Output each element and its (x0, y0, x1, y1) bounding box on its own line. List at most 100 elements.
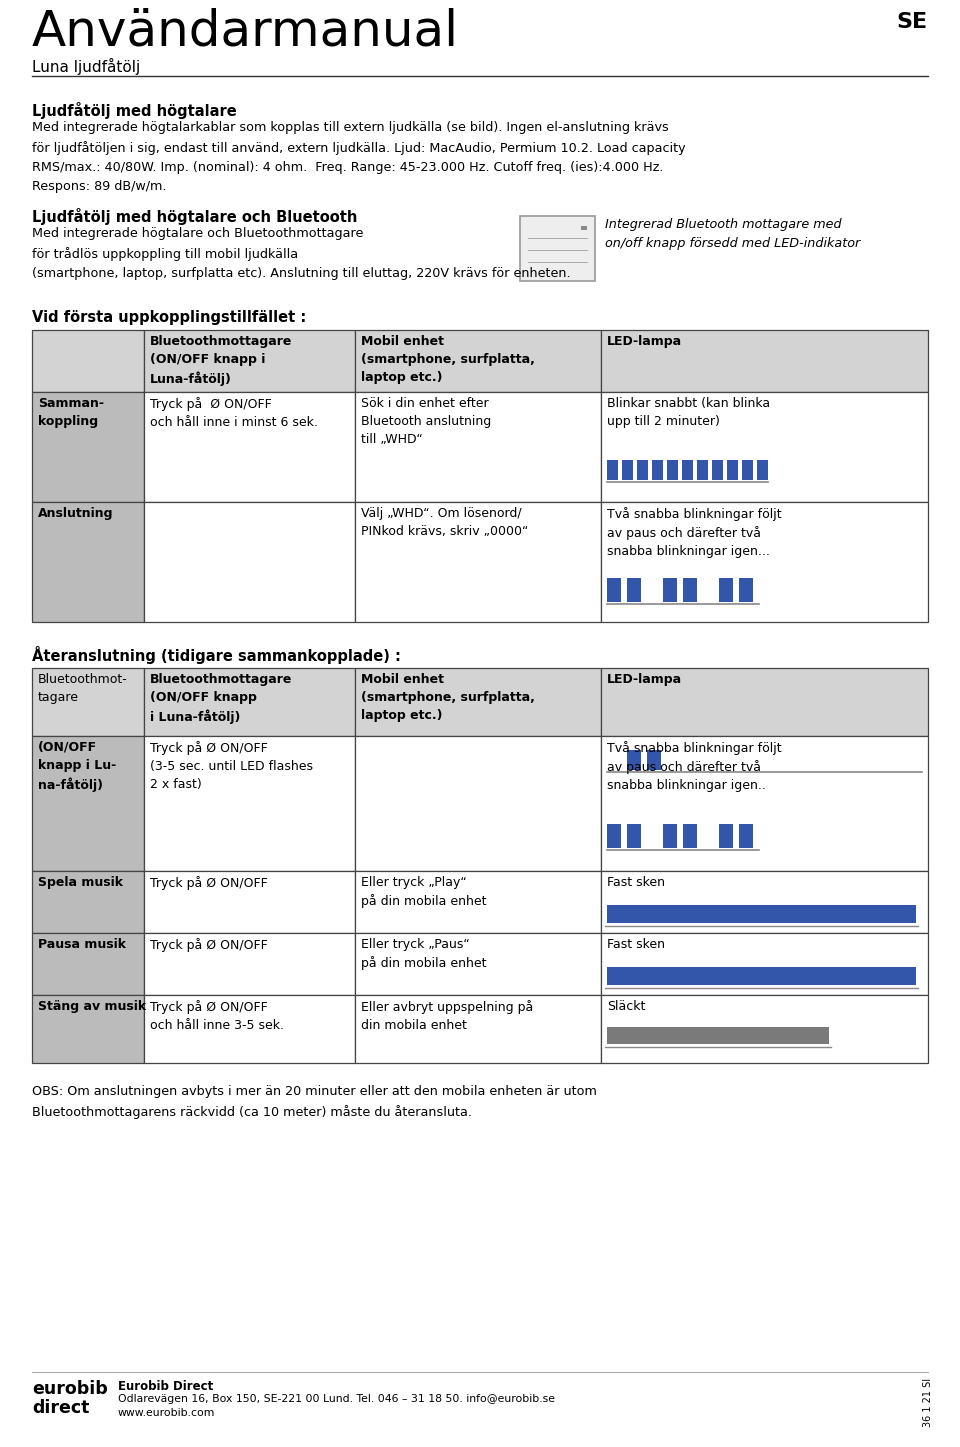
Text: (ON/OFF
knapp i Lu-
na-fåtölj): (ON/OFF knapp i Lu- na-fåtölj) (38, 741, 116, 793)
Bar (652, 460, 663, 480)
Bar (144, 330, 354, 392)
Bar (32, 933, 144, 996)
Text: Stäng av musik: Stäng av musik (38, 1000, 146, 1013)
Bar (354, 330, 601, 392)
Bar (32, 996, 144, 1064)
Bar (32, 502, 144, 622)
Bar (144, 392, 354, 502)
Bar (727, 460, 738, 480)
Text: Tryck på Ø ON/OFF
(3-5 sec. until LED flashes
2 x fast): Tryck på Ø ON/OFF (3-5 sec. until LED fl… (150, 741, 313, 792)
Text: Mobil enhet
(smartphone, surfplatta,
laptop etc.): Mobil enhet (smartphone, surfplatta, lap… (361, 336, 535, 383)
Bar (144, 933, 354, 996)
Bar (719, 577, 733, 602)
Text: OBS: Om anslutningen avbyts i mer än 20 minuter eller att den mobila enheten är : OBS: Om anslutningen avbyts i mer än 20 … (32, 1085, 597, 1119)
Bar (32, 392, 144, 502)
Bar (32, 330, 144, 392)
Bar (607, 460, 618, 480)
Bar (622, 460, 633, 480)
Bar (354, 996, 601, 1064)
Bar (739, 823, 753, 848)
Text: Blinkar snabbt (kan blinka
upp till 2 minuter): Blinkar snabbt (kan blinka upp till 2 mi… (607, 396, 770, 428)
Bar (601, 330, 928, 392)
Text: Bluetoothmottagare
(ON/OFF knapp i
Luna-fåtölj): Bluetoothmottagare (ON/OFF knapp i Luna-… (150, 336, 293, 386)
Text: LED-lampa: LED-lampa (607, 336, 683, 347)
Text: Vid första uppkopplingstillfället :: Vid första uppkopplingstillfället : (32, 310, 306, 326)
Bar (637, 460, 648, 480)
Bar (144, 737, 354, 871)
Text: eurobib: eurobib (32, 1380, 108, 1398)
Bar (601, 933, 928, 996)
Bar (32, 669, 144, 737)
Text: Med integrerade högtalare och Bluetoothmottagare
för trådlös uppkoppling till mo: Med integrerade högtalare och Bluetoothm… (32, 227, 570, 279)
Bar (607, 1027, 829, 1043)
Bar (354, 669, 601, 737)
Bar (354, 392, 601, 502)
Bar (667, 460, 678, 480)
Bar (354, 502, 601, 622)
Bar (739, 577, 753, 602)
Bar (354, 871, 601, 933)
Bar (354, 737, 601, 871)
Text: 36 1 21 SI: 36 1 21 SI (923, 1378, 933, 1427)
Text: Eller avbryt uppspelning på
din mobila enhet: Eller avbryt uppspelning på din mobila e… (361, 1000, 533, 1032)
Bar (683, 577, 697, 602)
Text: Tryck på  Ø ON/OFF
och håll inne i minst 6 sek.: Tryck på Ø ON/OFF och håll inne i minst … (150, 396, 318, 428)
Bar (607, 967, 916, 985)
Text: Bluetoothmot-
tagare: Bluetoothmot- tagare (38, 673, 128, 705)
Text: Integrerad Bluetooth mottagare med
on/off knapp försedd med LED-indikator: Integrerad Bluetooth mottagare med on/of… (605, 218, 860, 250)
Bar (144, 669, 354, 737)
Text: Ljudfåtölj med högtalare: Ljudfåtölj med högtalare (32, 101, 237, 119)
Text: Samman-
koppling: Samman- koppling (38, 396, 104, 428)
Text: Två snabba blinkningar följt
av paus och därefter två
snabba blinkningar igen...: Två snabba blinkningar följt av paus och… (607, 506, 781, 559)
Bar (601, 996, 928, 1064)
Bar (627, 577, 641, 602)
Bar (601, 871, 928, 933)
Bar (712, 460, 723, 480)
Bar (32, 871, 144, 933)
Text: Tryck på Ø ON/OFF: Tryck på Ø ON/OFF (150, 875, 268, 890)
Text: Mobil enhet
(smartphone, surfplatta,
laptop etc.): Mobil enhet (smartphone, surfplatta, lap… (361, 673, 535, 722)
Text: direct: direct (32, 1399, 89, 1417)
Bar (144, 502, 354, 622)
Text: Ljudfåtölj med högtalare och Bluetooth: Ljudfåtölj med högtalare och Bluetooth (32, 208, 357, 224)
Text: Odlarevägen 16, Box 150, SE-221 00 Lund. Tel. 046 – 31 18 50. info@eurobib.se
ww: Odlarevägen 16, Box 150, SE-221 00 Lund.… (118, 1393, 555, 1418)
Text: Luna ljudfåtölj: Luna ljudfåtölj (32, 58, 140, 75)
Text: Bluetoothmottagare
(ON/OFF knapp
i Luna-fåtölj): Bluetoothmottagare (ON/OFF knapp i Luna-… (150, 673, 293, 725)
Text: Användarmanual: Användarmanual (32, 9, 459, 56)
Text: Sök i din enhet efter
Bluetooth anslutning
till „WHD“: Sök i din enhet efter Bluetooth anslutni… (361, 396, 491, 446)
Bar (601, 737, 928, 871)
Bar (601, 669, 928, 737)
Text: LED-lampa: LED-lampa (607, 673, 683, 686)
Bar (719, 823, 733, 848)
Text: Eller tryck „Paus“
på din mobila enhet: Eller tryck „Paus“ på din mobila enhet (361, 938, 486, 971)
Bar (601, 502, 928, 622)
Bar (144, 996, 354, 1064)
Bar (32, 737, 144, 871)
Text: Fast sken: Fast sken (607, 875, 665, 888)
Bar (627, 823, 641, 848)
Bar (581, 226, 587, 230)
Text: Tryck på Ø ON/OFF: Tryck på Ø ON/OFF (150, 938, 268, 952)
Bar (683, 823, 697, 848)
Bar (682, 460, 693, 480)
Text: Två snabba blinkningar följt
av paus och därefter två
snabba blinkningar igen..: Två snabba blinkningar följt av paus och… (607, 741, 781, 793)
Bar (607, 904, 916, 923)
Text: Fast sken: Fast sken (607, 938, 665, 951)
Text: Välj „WHD“. Om lösenord/
PINkod krävs, skriv „0000“: Välj „WHD“. Om lösenord/ PINkod krävs, s… (361, 506, 528, 538)
Text: Eller tryck „Play“
på din mobila enhet: Eller tryck „Play“ på din mobila enhet (361, 875, 486, 909)
Bar (607, 577, 621, 602)
Bar (647, 750, 660, 770)
Bar (663, 577, 677, 602)
Text: SE: SE (897, 12, 928, 32)
Text: Återanslutning (tidigare sammankopplade) :: Återanslutning (tidigare sammankopplade)… (32, 645, 401, 664)
Bar (601, 392, 928, 502)
Bar (756, 460, 768, 480)
Bar (607, 823, 621, 848)
Text: Med integrerade högtalarkablar som kopplas till extern ljudkälla (se bild). Inge: Med integrerade högtalarkablar som koppl… (32, 122, 685, 192)
Bar (520, 216, 595, 281)
Bar (663, 823, 677, 848)
Text: Tryck på Ø ON/OFF
och håll inne 3-5 sek.: Tryck på Ø ON/OFF och håll inne 3-5 sek. (150, 1000, 284, 1032)
Bar (144, 871, 354, 933)
Text: Anslutning: Anslutning (38, 506, 113, 519)
Text: Spela musik: Spela musik (38, 875, 123, 888)
